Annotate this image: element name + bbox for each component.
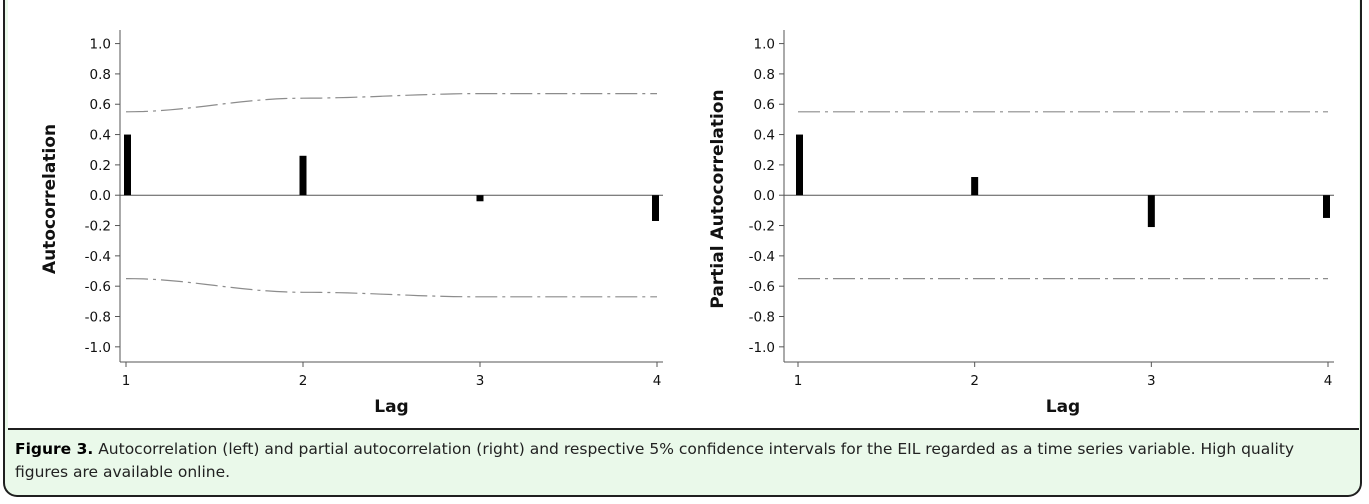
acf-y-tick-label: 1.0 bbox=[90, 37, 111, 53]
acf-y-tick-label: 0.6 bbox=[90, 97, 111, 113]
pacf-chart: 1.0 0.8 0.6 0.4 0.2 0.0 -0.2 -0.4 -0.6 -0.8 -1.0 1 2… bbox=[708, 30, 1334, 417]
acf-y-tick-label: 0.0 bbox=[90, 188, 111, 204]
caption-label: Figure 3. bbox=[15, 440, 94, 458]
pacf-bar-lag-3 bbox=[1147, 195, 1155, 228]
pacf-y-tick-label: -0.2 bbox=[749, 219, 775, 235]
plots-panel: 1.0 0.8 0.6 0.4 0.2 0.0 -0.2 -0.4 -0.6 -0.8 -1.0 1 2… bbox=[8, 0, 1359, 430]
pacf-bar-lag-2 bbox=[971, 177, 979, 196]
acf-upper-confidence-line bbox=[125, 93, 657, 113]
pacf-y-tick-label: -0.4 bbox=[749, 249, 775, 265]
pacf-x-axis-title: Lag bbox=[1046, 397, 1080, 417]
pacf-x-tick-label: 3 bbox=[1147, 373, 1156, 389]
acf-y-tick-label: 0.2 bbox=[90, 158, 111, 174]
pacf-y-tick-label: 1.0 bbox=[754, 37, 775, 53]
acf-bar-lag-3 bbox=[476, 195, 484, 202]
figure-box: ... the autocorrelation and partial auto… bbox=[3, 0, 1362, 497]
pacf-y-tick-label: 0.2 bbox=[754, 158, 775, 174]
pacf-y-tick-label: 0.0 bbox=[754, 188, 775, 204]
acf-x-tick-label: 2 bbox=[299, 373, 308, 389]
pacf-y-axis-title: Partial Autocorrelation bbox=[708, 89, 728, 308]
acf-y-tick-label: -1.0 bbox=[85, 340, 111, 356]
acf-lower-confidence-line bbox=[125, 278, 657, 298]
acf-chart: 1.0 0.8 0.6 0.4 0.2 0.0 -0.2 -0.4 -0.6 -0.8 -1.0 1 2… bbox=[40, 30, 663, 417]
figure-caption: Figure 3. Autocorrelation (left) and par… bbox=[15, 438, 1350, 484]
pacf-y-tick-label: 0.4 bbox=[754, 128, 775, 144]
pacf-y-tick-label: -0.6 bbox=[749, 279, 775, 295]
acf-y-tick-label: -0.2 bbox=[85, 219, 111, 235]
acf-x-tick-label: 4 bbox=[653, 373, 662, 389]
acf-y-axis-title: Autocorrelation bbox=[40, 124, 60, 274]
acf-y-tick-label: -0.4 bbox=[85, 249, 111, 265]
acf-x-axis-title: Lag bbox=[374, 397, 408, 417]
acf-x-tick-label: 1 bbox=[122, 373, 131, 389]
acf-bar-lag-1 bbox=[124, 134, 131, 196]
acf-y-tick-label: -0.8 bbox=[85, 310, 111, 326]
pacf-x-tick-label: 1 bbox=[794, 373, 803, 389]
pacf-bar-lag-4 bbox=[1323, 195, 1330, 218]
charts-canvas: 1.0 0.8 0.6 0.4 0.2 0.0 -0.2 -0.4 -0.6 -0.8 -1.0 1 2… bbox=[40, 30, 1334, 417]
pacf-y-tick-label: 0.6 bbox=[754, 97, 775, 113]
pacf-y-tick-label: -0.8 bbox=[749, 310, 775, 326]
pacf-y-tick-label: 0.8 bbox=[754, 67, 775, 83]
acf-bar-lag-4 bbox=[652, 195, 659, 221]
pacf-y-tick-label: -1.0 bbox=[749, 340, 775, 356]
acf-y-tick-label: 0.4 bbox=[90, 128, 111, 144]
acf-bar-lag-2 bbox=[299, 155, 307, 196]
pacf-bar-lag-1 bbox=[796, 134, 803, 196]
acf-y-tick-label: 0.8 bbox=[90, 67, 111, 83]
caption-text: Autocorrelation (left) and partial autoc… bbox=[15, 440, 1295, 481]
acf-y-tick-label: -0.6 bbox=[85, 279, 111, 295]
pacf-x-tick-label: 2 bbox=[970, 373, 979, 389]
acf-x-tick-label: 3 bbox=[476, 373, 485, 389]
pacf-x-tick-label: 4 bbox=[1324, 373, 1333, 389]
